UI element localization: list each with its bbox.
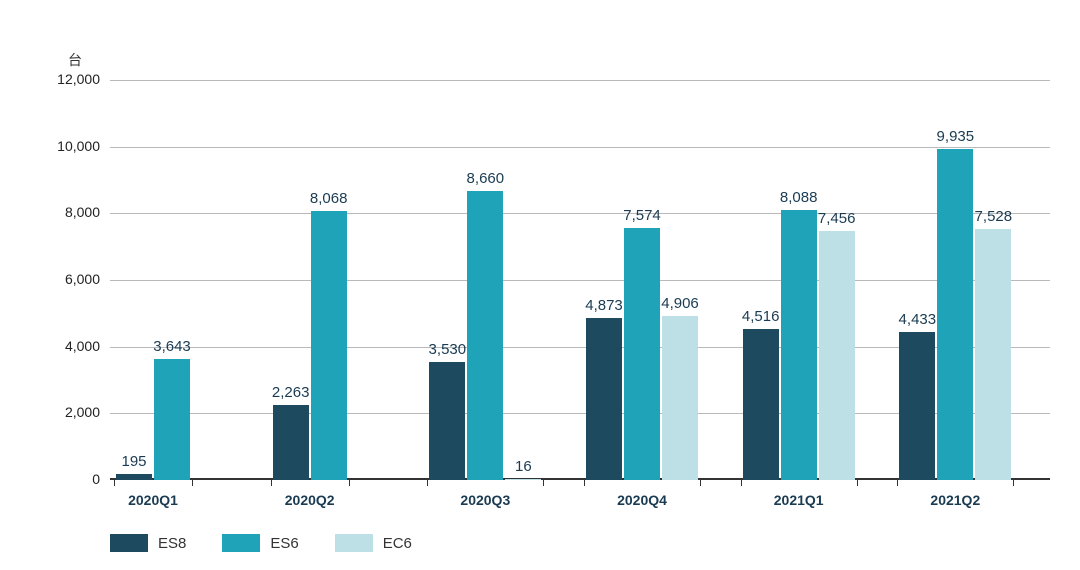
x-tick bbox=[857, 480, 858, 486]
bar-ES6 bbox=[781, 210, 817, 480]
chart-container: 台 02,0004,0006,0008,00010,00012,0001953,… bbox=[0, 0, 1080, 570]
y-tick-label: 0 bbox=[40, 471, 100, 487]
legend-label: ES8 bbox=[158, 535, 186, 552]
x-tick bbox=[741, 480, 742, 486]
gridline bbox=[110, 280, 1050, 281]
x-tick bbox=[349, 480, 350, 486]
y-tick-label: 12,000 bbox=[40, 71, 100, 87]
x-category-label: 2020Q2 bbox=[285, 492, 335, 508]
legend-item-ES8: ES8 bbox=[110, 534, 186, 552]
bar-ES8 bbox=[743, 329, 779, 480]
x-category-label: 2020Q1 bbox=[128, 492, 178, 508]
bar-value-label: 3,643 bbox=[153, 338, 191, 355]
x-tick bbox=[897, 480, 898, 486]
bar-value-label: 9,935 bbox=[937, 128, 975, 145]
bar-ES8 bbox=[273, 405, 309, 480]
legend-swatch bbox=[222, 534, 260, 552]
bar-ES8 bbox=[586, 318, 622, 480]
bar-EC6 bbox=[505, 479, 541, 480]
x-tick bbox=[700, 480, 701, 486]
bar-EC6 bbox=[662, 316, 698, 480]
bar-ES6 bbox=[467, 191, 503, 480]
bar-value-label: 3,530 bbox=[429, 341, 467, 358]
x-tick bbox=[114, 480, 115, 486]
bar-value-label: 7,574 bbox=[623, 207, 661, 224]
legend-item-EC6: EC6 bbox=[335, 534, 412, 552]
bar-ES6 bbox=[154, 359, 190, 480]
gridline bbox=[110, 80, 1050, 81]
x-category-label: 2020Q4 bbox=[617, 492, 667, 508]
legend-swatch bbox=[335, 534, 373, 552]
x-tick bbox=[271, 480, 272, 486]
x-tick bbox=[427, 480, 428, 486]
y-tick-label: 4,000 bbox=[40, 338, 100, 354]
bar-value-label: 4,873 bbox=[585, 297, 623, 314]
legend-item-ES6: ES6 bbox=[222, 534, 298, 552]
legend-label: EC6 bbox=[383, 535, 412, 552]
bar-value-label: 2,263 bbox=[272, 384, 310, 401]
bar-ES6 bbox=[624, 228, 660, 480]
bar-ES8 bbox=[116, 474, 152, 481]
x-category-label: 2020Q3 bbox=[460, 492, 510, 508]
bar-ES6 bbox=[937, 149, 973, 480]
gridline bbox=[110, 213, 1050, 214]
bar-ES6 bbox=[311, 211, 347, 480]
legend-swatch bbox=[110, 534, 148, 552]
x-tick bbox=[584, 480, 585, 486]
y-tick-label: 8,000 bbox=[40, 204, 100, 220]
bar-value-label: 7,456 bbox=[818, 210, 856, 227]
y-tick-label: 6,000 bbox=[40, 271, 100, 287]
y-axis-unit-label: 台 bbox=[68, 50, 82, 70]
bar-value-label: 8,660 bbox=[467, 170, 505, 187]
bar-EC6 bbox=[819, 231, 855, 480]
plot-area: 02,0004,0006,0008,00010,00012,0001953,64… bbox=[110, 80, 1050, 480]
bar-value-label: 8,088 bbox=[780, 189, 818, 206]
bar-EC6 bbox=[975, 229, 1011, 480]
legend: ES8 ES6 EC6 bbox=[110, 534, 412, 552]
y-tick-label: 10,000 bbox=[40, 138, 100, 154]
x-category-label: 2021Q1 bbox=[774, 492, 824, 508]
bar-value-label: 4,906 bbox=[661, 295, 699, 312]
x-tick bbox=[192, 480, 193, 486]
bar-value-label: 8,068 bbox=[310, 190, 348, 207]
bar-value-label: 4,433 bbox=[899, 311, 937, 328]
bar-ES8 bbox=[899, 332, 935, 480]
x-tick bbox=[543, 480, 544, 486]
bar-value-label: 4,516 bbox=[742, 308, 780, 325]
gridline bbox=[110, 147, 1050, 148]
x-category-label: 2021Q2 bbox=[930, 492, 980, 508]
legend-label: ES6 bbox=[270, 535, 298, 552]
bar-value-label: 16 bbox=[515, 458, 532, 475]
y-tick-label: 2,000 bbox=[40, 404, 100, 420]
bar-value-label: 7,528 bbox=[975, 208, 1013, 225]
bar-ES8 bbox=[429, 362, 465, 480]
bar-value-label: 195 bbox=[121, 453, 146, 470]
x-tick bbox=[1013, 480, 1014, 486]
